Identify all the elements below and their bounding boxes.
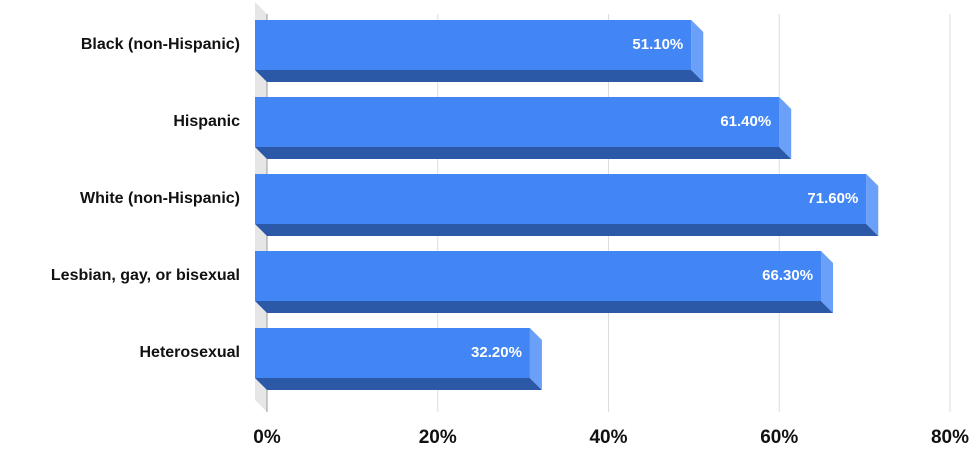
x-tick-label: 80% bbox=[931, 427, 969, 448]
x-tick-label: 0% bbox=[253, 427, 281, 448]
bar-bottom bbox=[255, 378, 542, 390]
bar-bottom bbox=[255, 301, 834, 313]
bar-bottom bbox=[255, 147, 792, 159]
bar-side bbox=[821, 251, 834, 313]
x-tick-label: 60% bbox=[760, 427, 798, 448]
x-tick-label: 40% bbox=[589, 427, 627, 448]
bar bbox=[255, 174, 867, 224]
bar bbox=[255, 97, 780, 147]
value-label: 71.60% bbox=[807, 190, 858, 207]
value-label: 51.10% bbox=[632, 36, 683, 53]
bar-side bbox=[779, 97, 792, 159]
category-label: Heterosexual bbox=[140, 344, 241, 361]
bar-bottom bbox=[255, 224, 879, 236]
bar bbox=[255, 251, 822, 301]
value-label: 32.20% bbox=[471, 344, 522, 361]
bar-side bbox=[529, 328, 542, 390]
bar-side bbox=[866, 174, 879, 236]
x-tick-label: 20% bbox=[419, 427, 457, 448]
value-label: 61.40% bbox=[720, 113, 771, 130]
category-label: Hispanic bbox=[173, 113, 240, 130]
bar-bottom bbox=[255, 70, 704, 82]
bar bbox=[255, 20, 692, 70]
category-label: White (non-Hispanic) bbox=[80, 190, 240, 207]
bar-side bbox=[691, 20, 704, 82]
category-label: Lesbian, gay, or bisexual bbox=[51, 267, 240, 284]
bar bbox=[255, 328, 530, 378]
category-label: Black (non-Hispanic) bbox=[81, 36, 240, 53]
value-label: 66.30% bbox=[762, 267, 813, 284]
